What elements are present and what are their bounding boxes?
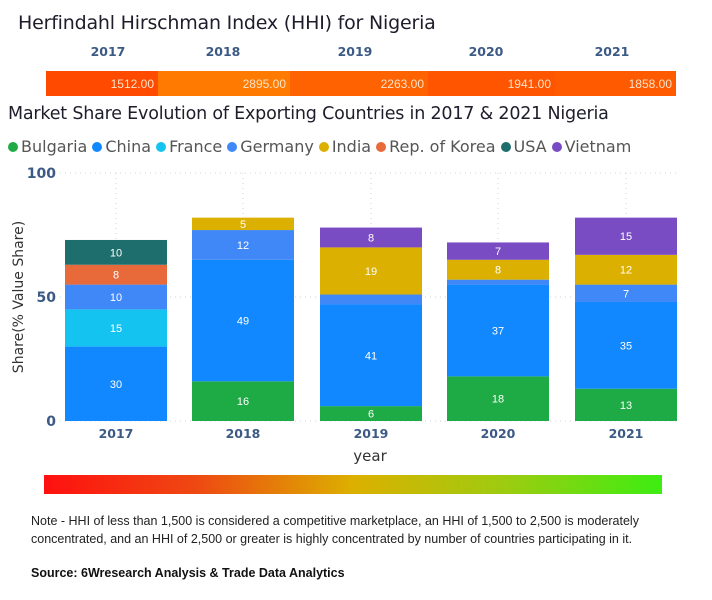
bar-segment-india-2020 [447, 259, 549, 280]
data-label: 15 [110, 323, 122, 335]
legend-item-vietnam[interactable]: Vietnam [551, 137, 632, 156]
legend-label: China [105, 137, 152, 156]
x-tick-label-2019: 2019 [354, 426, 389, 441]
data-label: 8 [113, 270, 119, 282]
legend-label: India [331, 137, 372, 156]
bar-segment-bulgaria-2018 [192, 381, 294, 421]
data-label: 16 [237, 396, 249, 408]
bar-segment-germany-2020 [447, 279, 549, 285]
y-tick-label: 100 [27, 166, 56, 182]
legend-item-rep-of-korea[interactable]: Rep. of Korea [376, 137, 496, 156]
hhi-cell-2018: 2895.00 [158, 71, 290, 96]
hhi-year-2020: 2020 [468, 44, 504, 59]
legend-label: Germany [240, 137, 314, 156]
legend-label: USA [513, 137, 547, 156]
bar-segment-vietnam-2021 [575, 217, 677, 255]
source-text: Source: 6Wresearch Analysis & Trade Data… [31, 566, 345, 580]
legend-dot-icon [227, 141, 238, 152]
legend-label: Vietnam [564, 137, 632, 156]
legend-item-china[interactable]: China [92, 137, 151, 156]
stacked-bar-chart: 0 50 100 Share(% Value Share) 30 15 10 8 10 2017 1… [11, 166, 680, 465]
hhi-year-2019: 2019 [337, 44, 373, 59]
bar-segment-china-2019 [320, 304, 422, 407]
bar-segment-bulgaria-2021 [575, 388, 677, 421]
bar-segment-india-2021 [575, 254, 677, 285]
legend-item-germany[interactable]: Germany [227, 137, 314, 156]
bar-segment-vietnam-2019 [320, 227, 422, 248]
hhi-strip: 1512.00 2895.00 2263.00 1941.00 1858.00 [46, 71, 676, 96]
data-label: 15 [620, 231, 632, 243]
bar-segment-germany-2017 [65, 284, 167, 310]
x-tick-label-2020: 2020 [481, 426, 516, 441]
data-label: 7 [495, 246, 501, 258]
legend-label: Rep. of Korea [389, 137, 496, 156]
data-label: 13 [620, 400, 632, 412]
legend-item-bulgaria[interactable]: Bulgaria [8, 137, 87, 156]
data-label: 8 [495, 265, 501, 277]
hhi-year-2017: 2017 [90, 44, 126, 59]
bar-segment-china-2018 [192, 259, 294, 382]
data-label: 19 [365, 266, 377, 278]
data-label: 5 [240, 219, 246, 231]
hhi-cell-2020: 1941.00 [428, 71, 555, 96]
x-tick-label-2018: 2018 [226, 426, 261, 441]
chart-legend: Bulgaria China France Germany India Rep. of K… [8, 137, 631, 156]
data-label: 37 [492, 325, 504, 337]
data-label: 8 [368, 232, 374, 244]
x-tick-label-2021: 2021 [609, 426, 644, 441]
hhi-year-header: 2017 2018 2019 2020 2021 [46, 44, 676, 64]
legend-item-india[interactable]: India [318, 137, 372, 156]
hhi-cell-2021: 1858.00 [555, 71, 676, 96]
data-label: 30 [110, 379, 122, 391]
bar-segment-china-2020 [447, 284, 549, 377]
y-axis-title: Share(% Value Share) [11, 221, 27, 373]
data-label: 10 [110, 247, 122, 259]
y-tick-label: 0 [46, 414, 56, 430]
bar-segment-bulgaria-2020 [447, 376, 549, 421]
bar-segment-india-2019 [320, 247, 422, 295]
legend-label: Bulgaria [21, 137, 88, 156]
data-label: 35 [620, 340, 632, 352]
data-label: 12 [237, 240, 249, 252]
legend-dot-icon [8, 141, 18, 152]
bar-segment-france-2017 [65, 309, 167, 347]
bar-segment-vietnam-2020 [447, 242, 549, 260]
data-label: 49 [237, 316, 249, 328]
legend-dot-icon [376, 141, 387, 152]
note-text: Note - HHI of less than 1,500 is conside… [31, 514, 639, 546]
hhi-year-2021: 2021 [594, 44, 630, 59]
x-tick-label-2017: 2017 [99, 426, 134, 441]
data-label: 41 [365, 350, 377, 362]
bar-segment-rep-of-korea-2017 [65, 264, 167, 285]
x-axis-title: year [353, 447, 387, 465]
hhi-color-scale-bar [44, 475, 662, 494]
data-label: 10 [110, 292, 122, 304]
data-label: 6 [368, 409, 374, 421]
hhi-cell-2019: 2263.00 [290, 71, 428, 96]
data-label: 12 [620, 265, 632, 277]
legend-dot-icon [318, 141, 329, 152]
bar-segment-bulgaria-2019 [320, 406, 422, 421]
bar-segment-china-2021 [575, 301, 677, 389]
bar-segment-india-2018 [192, 217, 294, 231]
legend-dot-icon [500, 141, 511, 152]
hhi-year-2018: 2018 [205, 44, 241, 59]
data-label: 7 [623, 288, 629, 300]
legend-dot-icon [156, 141, 167, 152]
legend-label: France [169, 137, 223, 156]
hhi-title: Herfindahl Hirschman Index (HHI) for Nig… [18, 12, 436, 34]
data-label: 18 [492, 394, 504, 406]
legend-dot-icon [92, 141, 103, 152]
bar-segment-usa-2017 [65, 239, 167, 265]
market-share-title: Market Share Evolution of Exporting Coun… [8, 104, 609, 124]
bar-segment-china-2017 [65, 346, 167, 421]
hhi-cell-2017: 1512.00 [46, 71, 158, 96]
bar-segment-germany-2021 [575, 284, 677, 302]
bar-segment-germany-2019 [320, 294, 422, 305]
y-tick-label: 50 [37, 290, 57, 306]
legend-item-usa[interactable]: USA [500, 137, 547, 156]
legend-item-france[interactable]: France [156, 137, 222, 156]
bar-segment-germany-2018 [192, 230, 294, 260]
legend-dot-icon [551, 141, 562, 152]
